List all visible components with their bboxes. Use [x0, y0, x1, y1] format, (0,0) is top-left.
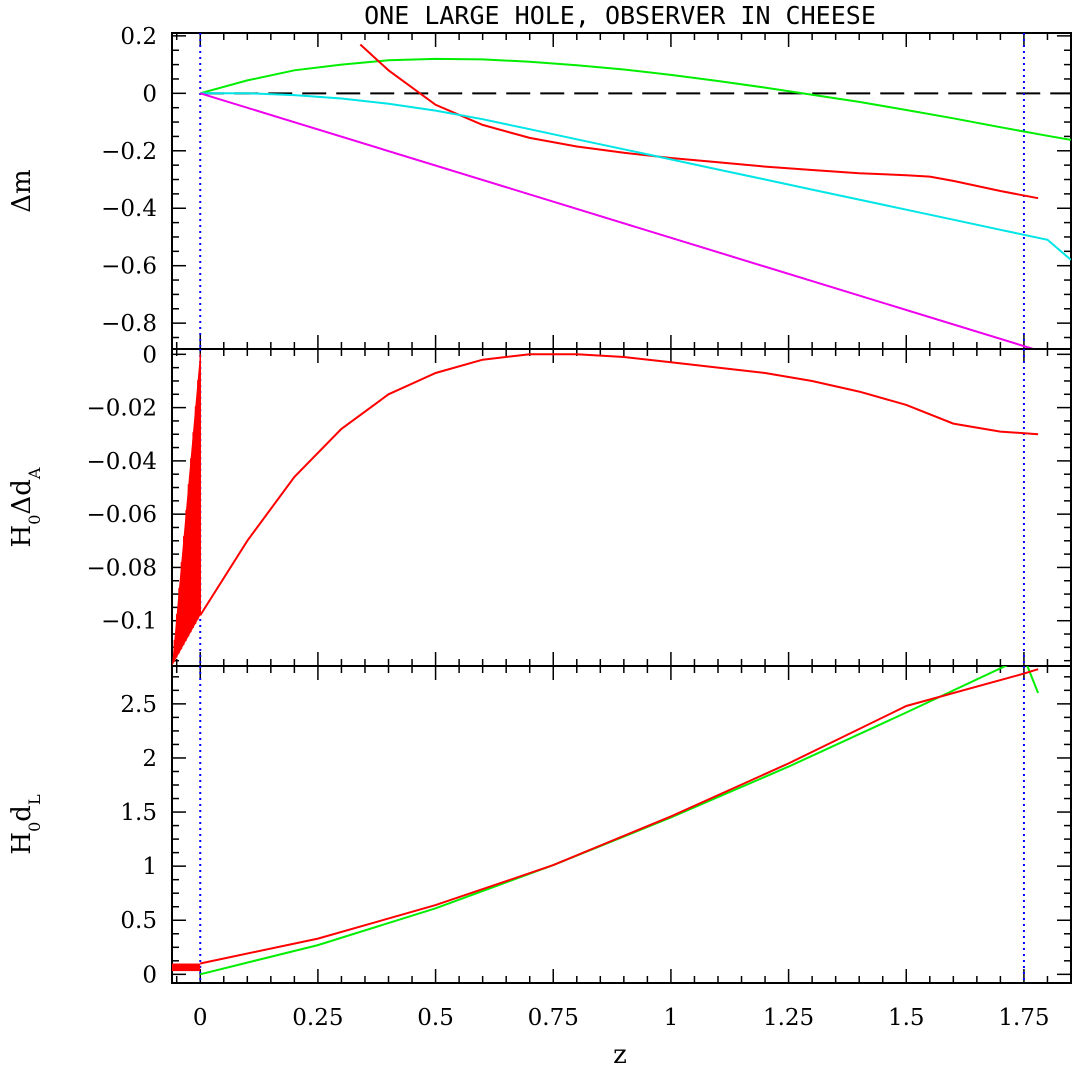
series-band-fill: [172, 963, 201, 972]
panel-dl: 0 0.5 1 1.5 2 2.5 H0dL: [7, 665, 1072, 988]
y-tick-label: 0.2: [120, 24, 157, 50]
x-tick-label: 0.75: [528, 1005, 579, 1031]
y-axis-label: H0ΔdA: [7, 467, 44, 547]
y-tick-label: −0.8: [101, 311, 157, 337]
y-tick-label: −0.2: [101, 139, 157, 165]
y-tick-label: −0.04: [87, 449, 157, 475]
y-tick-label: −0.4: [101, 196, 157, 222]
panel-frame: [171, 348, 1072, 667]
series-line-red: [199, 353, 1039, 616]
x-tick-label: 1.25: [763, 1005, 814, 1031]
y-tick-label: 0.5: [120, 908, 157, 934]
y-axis-label: H0dL: [7, 794, 44, 855]
y-tick-label: 2.5: [120, 692, 157, 718]
series-line-red: [359, 43, 1039, 200]
x-tick-label: 0: [193, 1005, 208, 1031]
x-axis-label: z: [613, 1040, 627, 1070]
series-line-red: [199, 668, 1039, 965]
y-tick-label: −0.06: [87, 502, 157, 528]
y-axis-label: Δm: [7, 169, 37, 212]
y-tick-label: 0: [142, 962, 157, 988]
panel-delta-m: 0.2 0 −0.2 −0.4 −0.6 −0.8 Δm: [7, 24, 1072, 350]
series-line-magenta: [199, 92, 1037, 349]
x-tick-label: 1: [664, 1005, 679, 1031]
x-tick-label: 0.5: [417, 1005, 454, 1031]
y-tick-label: −0.02: [87, 396, 157, 422]
y-tick-label: 2: [142, 746, 157, 772]
x-tick-label: 1.5: [888, 1005, 925, 1031]
x-tick-label: 1.75: [998, 1005, 1049, 1031]
panel-delta-da: 0 −0.02 −0.04 −0.06 −0.08 −0.1 H0ΔdA: [7, 342, 1072, 667]
y-tick-label: 0: [142, 81, 157, 107]
panel-frame: [171, 32, 1072, 350]
panel-frame: [171, 665, 1072, 984]
y-tick-label: 1.5: [120, 800, 157, 826]
y-tick-label: −0.6: [101, 254, 157, 280]
series-line-cyan: [200, 92, 1071, 261]
y-tick-label: −0.08: [87, 555, 157, 581]
y-tick-label: 0: [142, 342, 157, 368]
y-tick-label: −0.1: [101, 609, 157, 635]
chart-title: ONE LARGE HOLE, OBSERVER IN CHEESE: [364, 1, 876, 30]
series-line-green: [199, 57, 1071, 141]
series-line-green: [199, 666, 1040, 976]
x-tick-label: 0.25: [292, 1005, 343, 1031]
x-tick-labels: 0 0.25 0.5 0.75 1 1.25 1.5 1.75: [193, 1005, 1050, 1031]
y-tick-label: 1: [142, 854, 157, 880]
